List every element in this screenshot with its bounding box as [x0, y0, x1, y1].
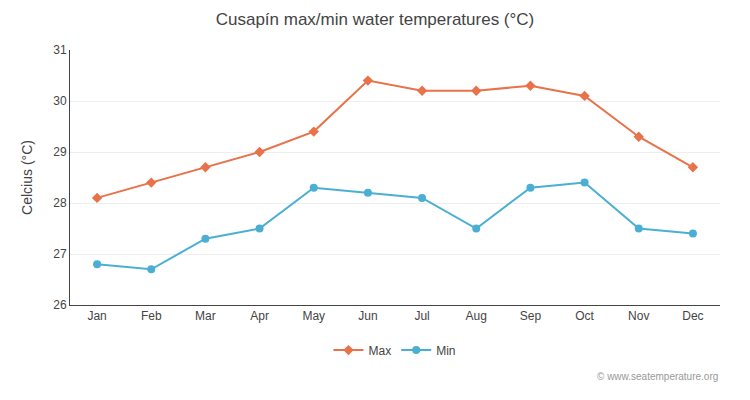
svg-text:27: 27: [53, 247, 67, 261]
svg-text:May: May: [302, 309, 325, 323]
svg-text:Sep: Sep: [520, 309, 542, 323]
svg-text:28: 28: [53, 196, 67, 210]
svg-text:Jun: Jun: [358, 309, 377, 323]
svg-text:Feb: Feb: [141, 309, 162, 323]
svg-text:© www.seatemperature.org: © www.seatemperature.org: [597, 371, 718, 382]
svg-text:Cusapín max/min water temperat: Cusapín max/min water temperatures (°C): [216, 10, 535, 29]
svg-text:Apr: Apr: [250, 309, 269, 323]
svg-text:Mar: Mar: [195, 309, 216, 323]
svg-text:29: 29: [53, 145, 67, 159]
svg-text:26: 26: [53, 298, 67, 312]
svg-text:30: 30: [53, 94, 67, 108]
svg-text:Min: Min: [436, 344, 455, 358]
svg-text:Nov: Nov: [628, 309, 649, 323]
svg-text:Aug: Aug: [466, 309, 487, 323]
svg-text:Celcius (°C): Celcius (°C): [19, 140, 35, 215]
svg-text:Jan: Jan: [87, 309, 106, 323]
svg-text:31: 31: [53, 43, 67, 57]
svg-text:Oct: Oct: [575, 309, 594, 323]
svg-text:Dec: Dec: [682, 309, 703, 323]
svg-text:Jul: Jul: [414, 309, 429, 323]
svg-text:Max: Max: [369, 344, 392, 358]
